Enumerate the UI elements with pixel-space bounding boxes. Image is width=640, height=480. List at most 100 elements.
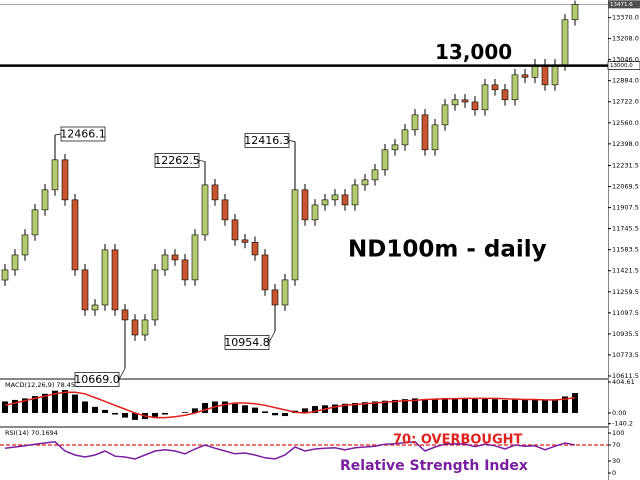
candle-body	[421, 114, 429, 151]
y-tick-label: 11097.5	[612, 309, 639, 317]
macd-bar	[192, 408, 198, 413]
label-box	[74, 372, 120, 387]
price-label: 12466.1	[60, 127, 106, 140]
macd-bar	[312, 406, 318, 413]
y-tick-label: 13208.0	[612, 35, 639, 43]
candle-body	[161, 254, 169, 271]
level-annotation: 13,000	[435, 40, 512, 64]
label-leader	[288, 140, 296, 142]
macd-bar	[252, 407, 258, 413]
y-tick-label: 70	[612, 441, 620, 449]
macd-bar	[422, 399, 428, 413]
label-box	[244, 133, 290, 148]
candle-body	[511, 74, 519, 101]
y-tick-label: 11745.5	[612, 225, 639, 233]
candle-body	[461, 99, 469, 103]
candle-body	[121, 309, 129, 321]
y-tick-label: 12560.0	[612, 119, 639, 127]
macd-bar	[92, 406, 98, 413]
y-tick-label: 10611.5	[612, 372, 639, 380]
last-price-box	[608, 0, 640, 9]
candle-body	[91, 304, 99, 311]
macd-bar	[522, 399, 528, 413]
macd-bar	[122, 412, 128, 418]
macd-bar	[262, 411, 268, 413]
candle-body	[481, 84, 489, 111]
candle-body	[551, 64, 559, 86]
price-label: 12416.3	[244, 134, 290, 147]
candle-body	[491, 84, 499, 91]
rsi-caption: Relative Strength Index	[340, 458, 528, 474]
macd-bar	[32, 396, 38, 413]
y-tick-label: 11259.5	[612, 288, 639, 296]
candle-body	[31, 209, 39, 236]
candle-body	[541, 64, 549, 86]
candle-body	[501, 89, 509, 101]
candle-body	[311, 204, 319, 221]
macd-label: MACD(12,26,9) 78.4522 156.53	[5, 381, 108, 389]
macd-bar	[352, 403, 358, 413]
y-tick-label: 12722.0	[612, 98, 639, 106]
macd-bar	[572, 393, 578, 413]
macd-bar	[412, 398, 418, 413]
macd-bar	[102, 409, 108, 413]
candle-body	[11, 254, 19, 271]
candle-body	[241, 239, 249, 243]
y-tick-label: 100	[612, 429, 624, 437]
y-tick-label: 10773.5	[612, 351, 639, 359]
y-tick-label: 11907.5	[612, 204, 639, 212]
candle-body	[431, 124, 439, 151]
y-tick-label: 11421.5	[612, 267, 639, 275]
label-box	[60, 126, 106, 142]
rsi-line	[4, 441, 576, 460]
candle-body	[331, 194, 339, 201]
candle-body	[81, 269, 89, 311]
candle-body	[151, 269, 159, 321]
signal-line	[4, 391, 576, 419]
macd-bar	[332, 404, 338, 413]
macd-bar	[242, 405, 248, 413]
candle-body	[21, 234, 29, 256]
candle-body	[201, 184, 209, 236]
candle-body	[41, 189, 49, 211]
label-box	[154, 153, 200, 168]
candle-body	[231, 219, 239, 241]
macd-bar	[152, 412, 158, 417]
y-tick-label: 10935.5	[612, 330, 639, 338]
label-leader	[268, 331, 276, 343]
macd-bar	[512, 399, 518, 413]
last-price-label: 13471.6	[610, 2, 633, 8]
candle-body	[321, 199, 329, 206]
candle-body	[51, 159, 59, 191]
candle-body	[101, 249, 109, 306]
macd-bar	[22, 398, 28, 413]
macd-bar	[62, 389, 68, 413]
y-tick-label: 30	[612, 457, 620, 465]
candle-body	[571, 4, 579, 21]
label-leader	[54, 133, 62, 136]
candle-body	[181, 259, 189, 281]
candle-body	[191, 234, 199, 281]
candle-body	[281, 279, 289, 306]
macd-bar	[302, 408, 308, 413]
candle-body	[361, 179, 369, 186]
candle-body	[211, 184, 219, 201]
price-label: 10669.0	[74, 373, 120, 386]
y-tick-label: 12398.0	[612, 140, 639, 148]
macd-bar	[112, 412, 118, 415]
candle-body	[141, 319, 149, 336]
macd-bar	[442, 398, 448, 413]
macd-bar	[402, 399, 408, 413]
candle-body	[291, 189, 299, 281]
macd-bar	[562, 396, 568, 413]
y-tick-label: 12069.5	[612, 183, 639, 191]
macd-bar	[392, 399, 398, 413]
macd-bar	[372, 401, 378, 413]
label-box	[224, 335, 270, 350]
label-leader	[198, 160, 206, 162]
candle-body	[371, 169, 379, 181]
chart-title: ND100m - daily	[348, 237, 547, 263]
y-tick-label: 404.61	[612, 378, 635, 386]
macd-bar	[82, 401, 88, 413]
macd-bar	[362, 402, 368, 413]
